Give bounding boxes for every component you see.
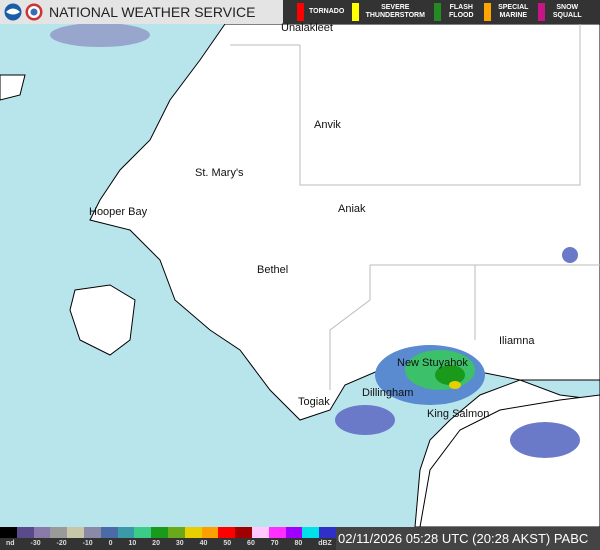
warning-snow-squall: SNOW SQUALL — [538, 3, 584, 21]
warning-severe-thunderstorm: SEVERE THUNDERSTORM — [352, 3, 426, 21]
legend-label: nd — [6, 540, 15, 547]
reflectivity-legend: nd -30 -20 -10 0 10 20 30 40 50 60 70 80 dBZ — [0, 527, 336, 550]
warning-special-marine: SPECIAL MARINE — [484, 3, 530, 21]
reflectivity-color-bar — [0, 527, 336, 538]
land-west — [0, 74, 26, 101]
town-label: St. Mary's — [195, 167, 244, 179]
legend-label: 30 — [175, 540, 184, 547]
legend-label: 20 — [152, 540, 160, 547]
warning-tornado: TORNADO — [297, 3, 344, 21]
header-bar: NATIONAL WEATHER SERVICE TORNADO SEVERE … — [0, 0, 600, 24]
timestamp: 02/11/2026 05:28 UTC (20:28 AKST) PABC — [336, 527, 600, 550]
town-label: New Stuyahok — [397, 357, 468, 369]
town-label: Hooper Bay — [89, 206, 148, 218]
header-title: NATIONAL WEATHER SERVICE — [49, 4, 256, 20]
legend-label: -30 — [30, 540, 41, 547]
legend-label: -20 — [56, 540, 67, 547]
legend-label: -10 — [82, 540, 93, 547]
town-label: Anvik — [314, 119, 341, 131]
town-label: King Salmon — [427, 408, 490, 420]
legend-unit: dBZ — [318, 540, 332, 547]
legend-label: 70 — [270, 540, 279, 547]
borough-lines — [230, 24, 600, 390]
radar-echoes — [50, 23, 580, 458]
nws-branding: NATIONAL WEATHER SERVICE — [0, 0, 283, 24]
town-label: Bethel — [257, 264, 289, 276]
land-island — [69, 284, 136, 356]
legend-label: 10 — [128, 540, 137, 547]
legend-label: 40 — [199, 540, 208, 547]
noaa-logo-icon — [4, 3, 22, 21]
legend-label: 80 — [294, 540, 303, 547]
legend-label: 60 — [247, 540, 255, 547]
warning-flash-flood: FLASH FLOOD — [434, 3, 476, 21]
legend-label: 50 — [223, 540, 232, 547]
legend-label: 0 — [108, 540, 113, 547]
nws-logo-icon — [25, 3, 43, 21]
town-label: Iliamna — [499, 335, 535, 347]
town-label: Dillingham — [362, 387, 414, 399]
town-label: Aniak — [338, 203, 366, 215]
town-label: Unalakleet — [281, 22, 333, 34]
town-label: Togiak — [298, 396, 330, 408]
warning-legend: TORNADO SEVERE THUNDERSTORM FLASH FLOOD … — [283, 0, 600, 24]
